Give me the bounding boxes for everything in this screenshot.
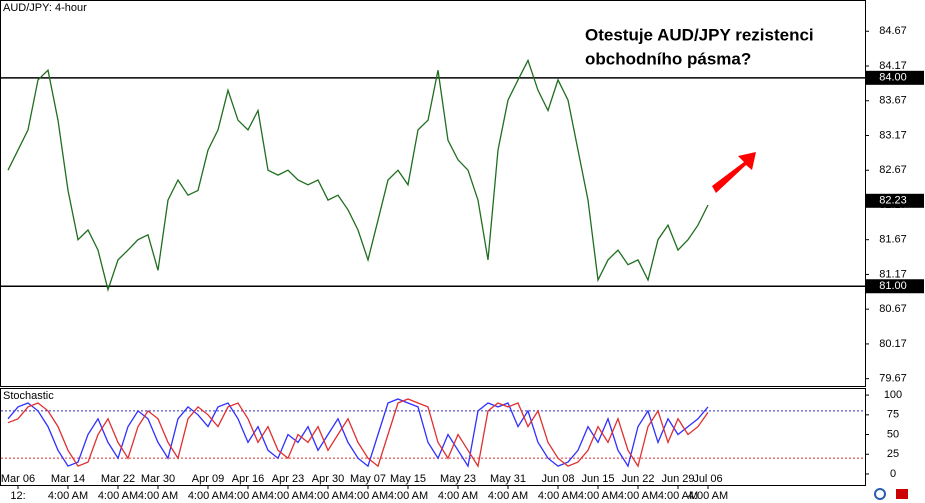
x-sub-label: 4:00 AM bbox=[658, 490, 698, 502]
price-line bbox=[7, 58, 709, 293]
x-tick-label: Mar 22 bbox=[101, 473, 135, 485]
y-tick-label: 79.67 bbox=[879, 373, 907, 385]
y-tick-label: 100 bbox=[884, 389, 902, 401]
chart-title: AUD/JPY: 4-hour bbox=[3, 2, 87, 14]
icon[interactable] bbox=[896, 489, 908, 499]
x-sub-label: 4:00 AM bbox=[388, 490, 428, 502]
x-sub-label: 4:00 AM bbox=[618, 490, 658, 502]
level-box bbox=[866, 70, 924, 85]
y-tick-label: 81.67 bbox=[879, 234, 907, 246]
x-tick-label: May 31 bbox=[490, 473, 526, 485]
x-sub-label: 4:00 AM bbox=[98, 490, 138, 502]
x-tick-label: Apr 09 bbox=[192, 473, 224, 485]
y-tick-label: 82.67 bbox=[879, 164, 907, 176]
annotation: obchodního pásma? bbox=[585, 49, 751, 68]
y-tick-label: 0 bbox=[890, 468, 896, 480]
price-panel bbox=[0, 0, 866, 387]
level-label: 84.00 bbox=[879, 72, 907, 84]
x-sub-label: 4:00 AM bbox=[488, 490, 528, 502]
x-tick-label: May 23 bbox=[440, 473, 476, 485]
icon[interactable] bbox=[874, 488, 886, 500]
x-sub-label: 4:00 AM bbox=[538, 490, 578, 502]
x-sub-label: 4:00 AM bbox=[138, 490, 178, 502]
y-tick-label: 80.17 bbox=[879, 338, 907, 350]
price-line bbox=[7, 398, 709, 468]
level-box bbox=[866, 279, 924, 294]
x-sub-label: 4:00 AM bbox=[688, 490, 728, 502]
stochastic-panel bbox=[0, 388, 866, 486]
x-sub-label: 12: bbox=[10, 490, 25, 502]
y-tick-label: 83.67 bbox=[879, 95, 907, 107]
y-tick-label: 84.17 bbox=[879, 60, 907, 72]
panel-title: Stochastic bbox=[3, 390, 54, 402]
x-tick-label: Apr 16 bbox=[232, 473, 264, 485]
x-tick-label: Jun 22 bbox=[621, 473, 654, 485]
x-tick-label: Apr 23 bbox=[272, 473, 304, 485]
x-tick-label: Mar 06 bbox=[1, 473, 35, 485]
x-sub-label: 4:00 AM bbox=[438, 490, 478, 502]
y-tick-label: 84.67 bbox=[879, 25, 907, 37]
arrow bbox=[712, 152, 756, 193]
x-tick-label: May 07 bbox=[350, 473, 386, 485]
x-tick-label: May 15 bbox=[390, 473, 426, 485]
x-tick-label: Mar 14 bbox=[51, 473, 85, 485]
x-tick-label: Apr 30 bbox=[312, 473, 344, 485]
annotation: Otestuje AUD/JPY rezistenci bbox=[585, 25, 814, 44]
x-sub-label: 4:00 AM bbox=[348, 490, 388, 502]
x-sub-label: 4:00 AM bbox=[48, 490, 88, 502]
x-sub-label: 4:00 AM bbox=[268, 490, 308, 502]
x-sub-label: 4:00 AM bbox=[578, 490, 618, 502]
x-sub-label: 4:00 AM bbox=[308, 490, 348, 502]
y-tick-label: 83.17 bbox=[879, 129, 907, 141]
level-label: 81.00 bbox=[879, 280, 907, 292]
last-price-label: 82.23 bbox=[879, 195, 907, 207]
price-line bbox=[7, 398, 709, 468]
y-tick-label: 25 bbox=[887, 448, 899, 460]
y-tick-label: 80.67 bbox=[879, 303, 907, 315]
x-tick-label: Jun 29 bbox=[661, 473, 694, 485]
x-sub-label: 4:00 AM bbox=[188, 490, 228, 502]
y-tick-label: 81.17 bbox=[879, 268, 907, 280]
footer-icons bbox=[874, 488, 908, 500]
y-tick-label: 75 bbox=[887, 409, 899, 421]
x-tick-label: Jun 15 bbox=[581, 473, 614, 485]
x-tick-label: Mar 30 bbox=[141, 473, 175, 485]
x-tick-label: Jul 06 bbox=[693, 473, 722, 485]
x-sub-label: 4:00 AM bbox=[228, 490, 268, 502]
y-tick-label: 50 bbox=[887, 428, 899, 440]
x-tick-label: Jun 08 bbox=[541, 473, 574, 485]
last-price-box bbox=[866, 193, 924, 208]
